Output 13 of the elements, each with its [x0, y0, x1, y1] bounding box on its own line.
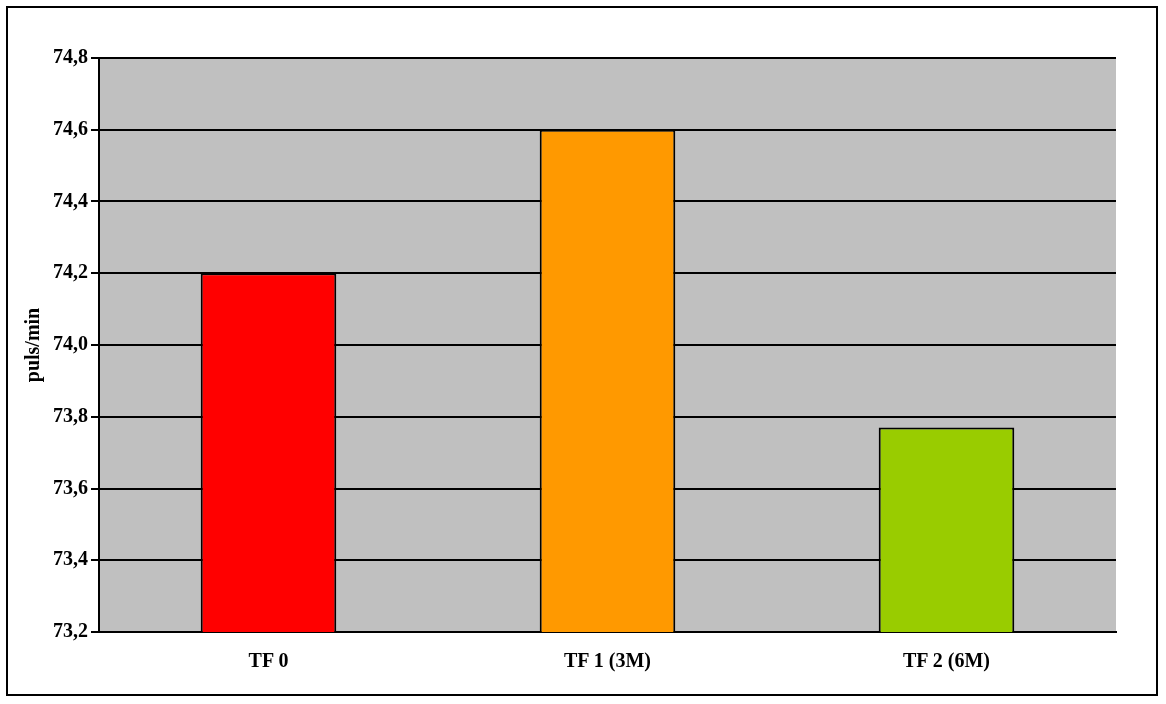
y-tick-label: 74,6	[53, 116, 88, 139]
x-tick-label: TF 2 (6M)	[902, 649, 991, 673]
y-tick-label: 73,4	[53, 547, 88, 570]
x-tick-label: TF 1 (3M)	[563, 649, 652, 673]
y-tick-label: 74,2	[53, 260, 88, 283]
y-axis-title: puls/min	[21, 307, 45, 383]
y-tick-label: 73,2	[53, 619, 88, 642]
x-tick-label: TF 0	[248, 649, 289, 672]
y-tick-label: 74,0	[53, 332, 88, 355]
y-tick-label: 73,6	[53, 475, 88, 498]
y-tick-label: 73,8	[53, 403, 88, 426]
y-tick-label: 74,8	[53, 45, 88, 68]
y-tick-label: 74,4	[53, 188, 88, 211]
